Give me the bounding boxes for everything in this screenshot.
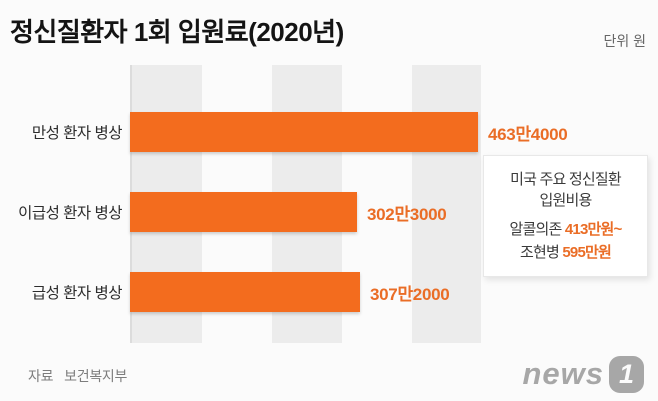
source-label: 자료 <box>28 368 54 384</box>
bar-value-label: 463만4000 <box>488 124 568 144</box>
bar <box>130 272 360 312</box>
category-label: 급성 환자 병상 <box>31 285 123 302</box>
news1-logo: news 1 <box>522 354 644 394</box>
bar <box>130 112 478 152</box>
annotation-item: 조현병 595만원 <box>484 241 647 264</box>
annotation-box: 미국 주요 정신질환 입원비용 알콜의존 413만원~ 조현병 595만원 <box>483 155 648 277</box>
news1-logo-badge-icon: 1 <box>609 355 644 393</box>
annotation-title-line1: 미국 주요 정신질환 <box>510 171 622 188</box>
annotation-items: 알콜의존 413만원~ 조현병 595만원 <box>484 218 647 264</box>
annotation-title-line2: 입원비용 <box>539 192 592 209</box>
annotation-item-label: 조현병 <box>519 244 560 261</box>
annotation-item: 알콜의존 413만원~ <box>484 218 647 241</box>
category-label: 이급성 환자 병상 <box>18 205 122 222</box>
news1-logo-badge-digit: 1 <box>618 358 635 389</box>
annotation-item-value: 595만원 <box>562 244 612 261</box>
annotation-title: 미국 주요 정신질환 입원비용 <box>484 169 647 211</box>
bar-value-label: 302만3000 <box>367 204 447 224</box>
bar-row-chronic: 만성 환자 병상 463만4000 <box>0 112 658 152</box>
page-title: 정신질환자 1회 입원료(2020년) <box>10 17 344 47</box>
source-value: 보건복지부 <box>64 368 128 384</box>
news1-logo-text: news <box>522 356 604 391</box>
bar-row-subacute: 이급성 환자 병상 302만3000 <box>0 192 658 232</box>
bar <box>130 192 357 232</box>
annotation-item-value: 413만원~ <box>564 221 622 238</box>
bar-row-acute: 급성 환자 병상 307만2000 <box>0 272 658 312</box>
bar-value-label: 307만2000 <box>370 284 450 304</box>
unit-label: 단위 원 <box>603 33 646 49</box>
annotation-item-label: 알콜의존 <box>509 221 563 238</box>
source-note: 자료 보건복지부 <box>28 366 127 386</box>
category-label: 만성 환자 병상 <box>31 125 123 142</box>
